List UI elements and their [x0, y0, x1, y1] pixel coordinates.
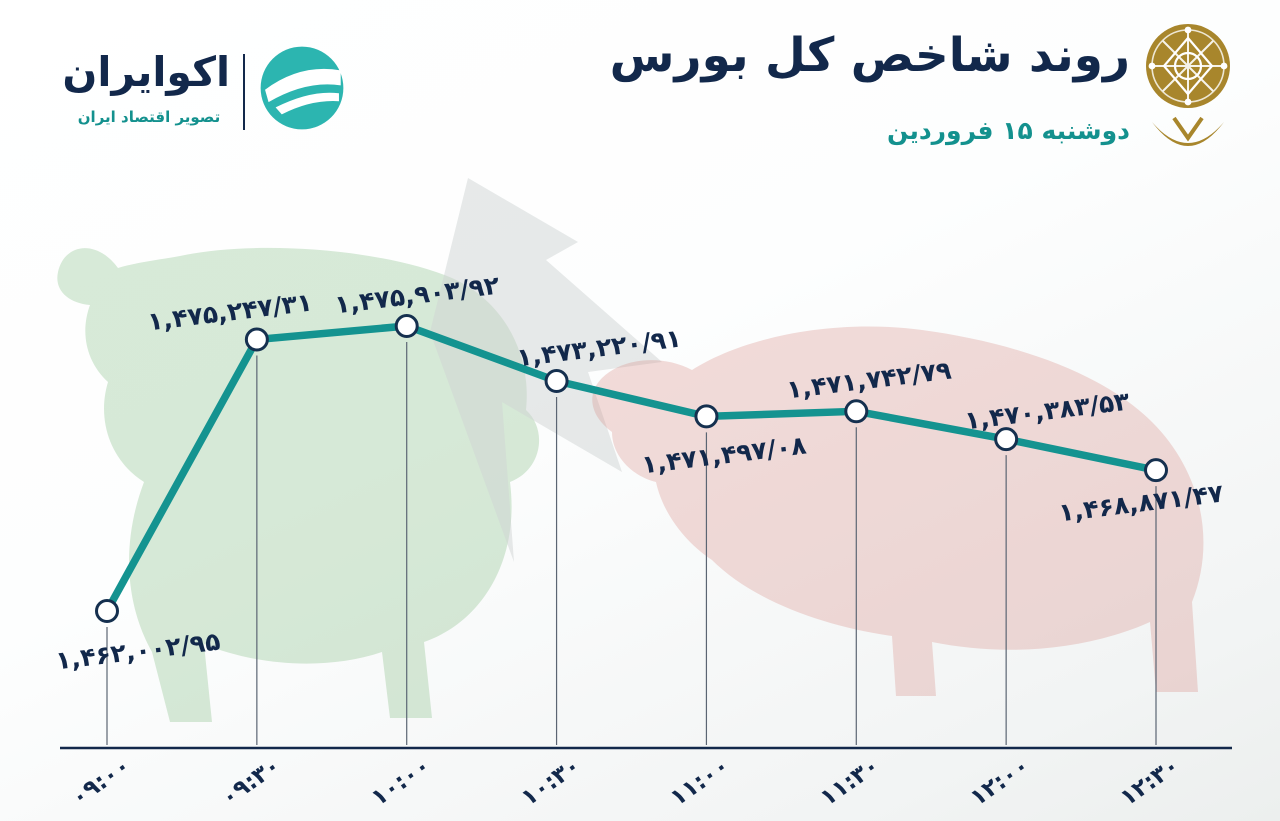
data-point: [95, 599, 119, 623]
trend-line: [103, 322, 1160, 615]
bear-watermark: [592, 326, 1204, 696]
bull-watermark: [57, 247, 540, 723]
page-title: روند شاخص کل بورس: [609, 28, 1130, 83]
bourse-emblem-icon: [1146, 24, 1230, 146]
data-point: [394, 314, 419, 338]
grey-bolt-watermark: [430, 178, 662, 562]
data-point: [694, 404, 719, 429]
brand-divider: [243, 54, 245, 130]
brand-name: اکوایران: [62, 48, 230, 96]
data-point: [544, 369, 569, 394]
data-point: [994, 427, 1019, 452]
data-point: [244, 327, 269, 352]
brand-tagline: تصویر اقتصاد ایران: [77, 108, 221, 126]
page-subtitle: دوشنبه ۱۵ فروردین: [886, 116, 1130, 145]
data-point: [1144, 458, 1168, 483]
brand-logo-icon: [260, 46, 344, 130]
data-point: [844, 399, 869, 424]
